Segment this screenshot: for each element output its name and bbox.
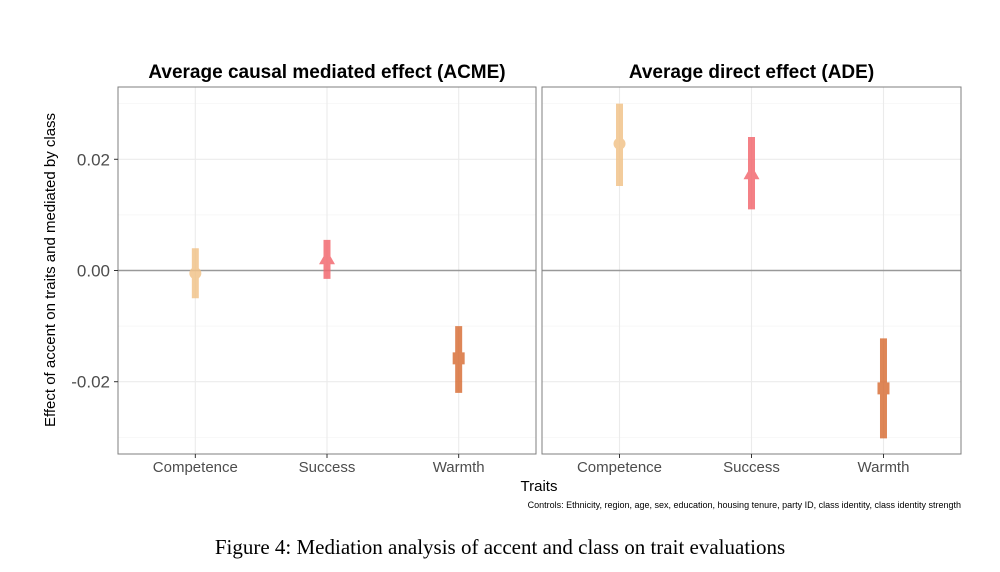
y-tick-label: 0.02 xyxy=(77,150,110,169)
x-tick-label: Success xyxy=(723,459,780,476)
pointrange-competence xyxy=(189,248,202,299)
x-tick-label: Warmth xyxy=(433,459,485,476)
point-marker xyxy=(613,137,626,150)
y-tick-label: -0.02 xyxy=(71,373,110,392)
controls-note: Controls: Ethnicity, region, age, sex, e… xyxy=(528,500,961,510)
panel-title: Average causal mediated effect (ACME) xyxy=(148,62,505,83)
point-marker xyxy=(452,352,465,365)
pointrange-warmth xyxy=(877,338,890,439)
panel-title: Average direct effect (ADE) xyxy=(629,62,874,83)
y-axis-title: Effect of accent on traits and mediated … xyxy=(42,113,59,427)
x-tick-label: Success xyxy=(299,459,356,476)
x-axis-title: Traits xyxy=(521,478,558,495)
pointrange-success xyxy=(743,137,760,210)
panel-acme: Average causal mediated effect (ACME) Com… xyxy=(71,62,537,476)
pointrange-competence xyxy=(613,103,626,186)
x-tick-label: Competence xyxy=(153,459,238,476)
pointrange-success xyxy=(319,239,335,279)
panel-ade: Average direct effect (ADE) Competence Suc… xyxy=(541,62,962,476)
point-marker xyxy=(319,250,335,265)
point-marker xyxy=(877,382,890,395)
pointrange-warmth xyxy=(452,326,465,393)
point-marker xyxy=(743,165,760,180)
x-tick-label: Warmth xyxy=(858,459,910,476)
x-tick-label: Competence xyxy=(577,459,662,476)
y-tick-label: 0.00 xyxy=(77,262,110,281)
point-marker xyxy=(189,267,202,280)
figure-caption: Figure 4: Mediation analysis of accent a… xyxy=(214,535,786,559)
panels: Average causal mediated effect (ACME) Com… xyxy=(71,62,962,476)
